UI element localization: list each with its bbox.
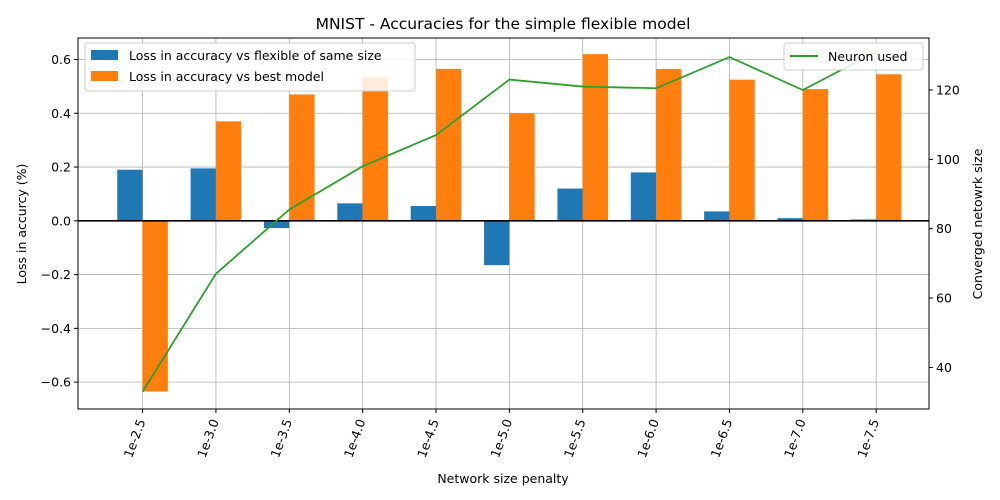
x-tick-label: 1e-7.5 — [854, 417, 882, 460]
bar-series-2 — [289, 94, 315, 221]
neuron-used-line — [141, 51, 877, 393]
x-tick-label: 1e-2.5 — [121, 417, 149, 460]
legend-right: Neuron used — [783, 42, 924, 71]
legend-swatch-series-2 — [91, 71, 118, 81]
y2-axis-label: Converged netowrk size — [970, 148, 985, 299]
y-tick-label: 0.6 — [51, 52, 71, 67]
y2-tick-label: 60 — [936, 291, 952, 306]
bar-series-1 — [557, 188, 583, 221]
legend-left: Loss in accuracy vs flexible of same siz… — [84, 42, 416, 92]
bar-series-1 — [117, 169, 143, 221]
bar-series-2 — [876, 74, 902, 221]
bar-series-2 — [802, 89, 829, 221]
x-tick-label: 1e-5.0 — [487, 417, 515, 460]
bar-series-2 — [436, 68, 462, 221]
y-axis-left: −0.6 −0.4 −0.2 0.0 0.2 0.4 0.6 — [41, 52, 78, 390]
bar-series-1 — [263, 220, 290, 229]
legend-swatch-series-1 — [91, 50, 118, 60]
y-tick-label: −0.2 — [41, 267, 71, 282]
legend-right-box — [783, 42, 924, 71]
bar-series-2 — [142, 220, 168, 392]
bar-series-1 — [337, 203, 363, 221]
legend-label-series-1: Loss in accuracy vs flexible of same siz… — [129, 48, 382, 63]
legend-label-series-2: Loss in accuracy vs best model — [129, 69, 324, 84]
y2-tick-label: 40 — [936, 360, 952, 375]
y2-tick-label: 80 — [936, 221, 952, 236]
bar-series-1 — [777, 218, 803, 221]
bar-series-1 — [704, 211, 730, 221]
x-tick-label: 1e-3.5 — [267, 417, 295, 460]
x-tick-label: 1e-6.0 — [634, 417, 662, 460]
bar-series-1 — [630, 172, 657, 221]
y2-tick-label: 120 — [936, 83, 960, 98]
bar-series-2 — [582, 54, 609, 221]
y-tick-label: −0.6 — [41, 375, 71, 390]
y-tick-label: 0.4 — [51, 106, 71, 121]
bar-series-2 — [509, 113, 535, 221]
bar-series-1 — [484, 220, 510, 266]
bar-series-2 — [729, 79, 755, 221]
y-axis-right: 40 60 80 100 120 — [929, 83, 960, 375]
bar-series-2 — [215, 121, 242, 221]
legend-label-series-3: Neuron used — [828, 49, 907, 64]
bar-series-1 — [190, 168, 216, 221]
x-axis-label: Network size penalty — [437, 471, 569, 486]
x-tick-label: 1e-5.5 — [561, 417, 589, 460]
bar-series-2 — [362, 76, 388, 221]
y2-tick-label: 100 — [936, 152, 960, 167]
y-tick-label: −0.4 — [41, 321, 71, 336]
x-tick-label: 1e-4.0 — [341, 417, 369, 460]
x-tick-label: 1e-6.5 — [707, 417, 735, 460]
plot-frame — [77, 37, 930, 410]
x-tick-label: 1e-7.0 — [781, 417, 809, 460]
legend-left-box — [84, 42, 416, 92]
bar-series-1 — [410, 206, 437, 221]
line-series — [141, 51, 877, 393]
x-tick-label: 1e-4.5 — [414, 417, 442, 460]
y-axis-label: Loss in accurcy (%) — [14, 164, 29, 285]
y-tick-label: 0.2 — [51, 160, 71, 175]
bar-series-2 — [656, 68, 682, 221]
x-axis: 1e-2.5 1e-3.0 1e-3.5 1e-4.0 1e-4.5 1e-5.0 1e-5… — [121, 409, 882, 460]
x-tick-label: 1e-3.0 — [194, 417, 222, 460]
y-tick-label: 0.0 — [51, 213, 71, 228]
bars — [117, 54, 902, 392]
chart-title: MNIST - Accuracies for the simple flexib… — [316, 15, 691, 33]
